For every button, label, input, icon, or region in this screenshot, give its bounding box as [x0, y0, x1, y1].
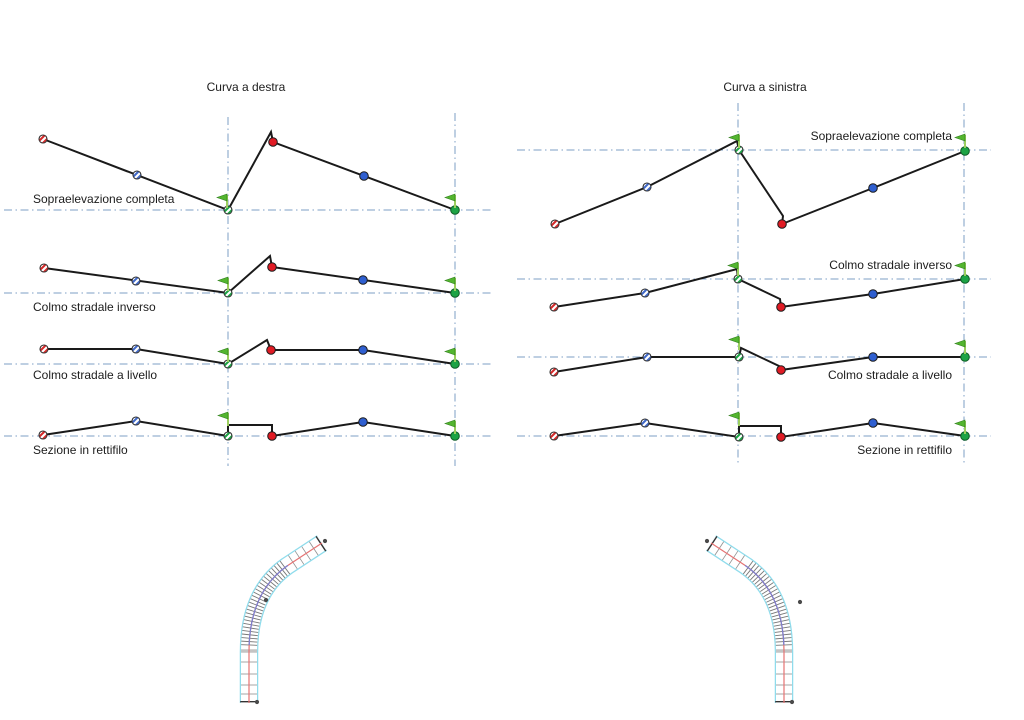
road-station-marker: [704, 538, 710, 544]
road-station-marker: [797, 599, 803, 605]
road-station-marker: [322, 538, 328, 544]
profile-polyline: [43, 254, 456, 295]
marker-blue-striped-icon: [131, 276, 142, 287]
section-label-left-2: Colmo stradale a livello: [33, 368, 158, 382]
marker-red-dot-icon: [776, 365, 786, 375]
flag-markers: [216, 133, 966, 435]
profile-polyline: [42, 419, 456, 438]
profile-polyline: [554, 139, 966, 226]
marker-blue-dot-icon: [868, 418, 878, 428]
road-plan-curve-left: [704, 535, 803, 705]
panel-title-right: Curva a sinistra: [723, 80, 807, 94]
marker-start-red-striped-icon: [39, 344, 50, 355]
marker-red-dot-icon: [776, 302, 786, 312]
section-label-right-2: Colmo stradale a livello: [827, 368, 952, 382]
marker-start-red-striped-icon: [549, 302, 560, 313]
marker-blue-dot-icon: [868, 289, 878, 299]
profile-polyline: [553, 421, 966, 439]
green-flag-icon: [728, 335, 740, 351]
marker-red-dot-icon: [267, 431, 277, 441]
marker-center-green-striped-icon: [223, 431, 234, 442]
marker-blue-dot-icon: [358, 275, 368, 285]
marker-blue-dot-icon: [358, 345, 368, 355]
marker-blue-striped-icon: [131, 416, 142, 427]
marker-start-red-striped-icon: [39, 263, 50, 274]
section-label-left-0: Sopraelevazione completa: [33, 192, 175, 206]
road-station-marker: [789, 699, 795, 705]
marker-center-green-striped-icon: [223, 205, 234, 216]
marker-red-dot-icon: [267, 262, 277, 272]
road-station-marker: [254, 699, 260, 705]
marker-start-red-striped-icon: [550, 219, 561, 230]
marker-red-dot-icon: [266, 345, 276, 355]
road-centerline-curve-segment: [710, 542, 785, 703]
marker-blue-striped-icon: [640, 288, 651, 299]
marker-blue-striped-icon: [131, 344, 142, 355]
marker-center-green-striped-icon: [734, 432, 745, 443]
road-centerline-curve-segment: [248, 542, 323, 703]
marker-blue-dot-icon: [868, 183, 878, 193]
marker-blue-dot-icon: [358, 417, 368, 427]
section-label-right-3: Sezione in rettifilo: [857, 443, 952, 457]
road-station-marker: [263, 597, 269, 603]
section-label-left-1: Colmo stradale inverso: [33, 300, 156, 314]
marker-red-dot-icon: [268, 137, 278, 147]
road-plan-views: [239, 535, 803, 705]
marker-center-green-striped-icon: [734, 352, 745, 363]
marker-blue-striped-icon: [640, 418, 651, 429]
marker-start-red-striped-icon: [38, 430, 49, 441]
marker-start-red-striped-icon: [549, 367, 560, 378]
section-label-right-1: Colmo stradale inverso: [829, 258, 952, 272]
marker-start-red-striped-icon: [38, 134, 49, 145]
marker-blue-striped-icon: [642, 352, 653, 363]
road-plan-curve-right: [239, 535, 328, 705]
profile-polyline: [42, 129, 456, 212]
profile-markers: [38, 134, 970, 443]
marker-red-dot-icon: [776, 432, 786, 442]
section-label-left-3: Sezione in rettifilo: [33, 443, 128, 457]
marker-blue-striped-icon: [642, 182, 653, 193]
marker-blue-dot-icon: [359, 171, 369, 181]
profile-lines: [42, 129, 966, 439]
profile-polyline: [553, 346, 965, 373]
section-label-right-0: Sopraelevazione completa: [810, 129, 952, 143]
green-flag-icon: [217, 411, 229, 427]
marker-red-dot-icon: [777, 219, 787, 229]
marker-blue-striped-icon: [132, 170, 143, 181]
panel-title-left: Curva a destra: [206, 80, 286, 94]
marker-blue-dot-icon: [868, 352, 878, 362]
marker-start-red-striped-icon: [549, 431, 560, 442]
profile-polyline: [553, 267, 966, 309]
guide-lines: [4, 103, 991, 466]
profile-polyline: [44, 338, 456, 366]
